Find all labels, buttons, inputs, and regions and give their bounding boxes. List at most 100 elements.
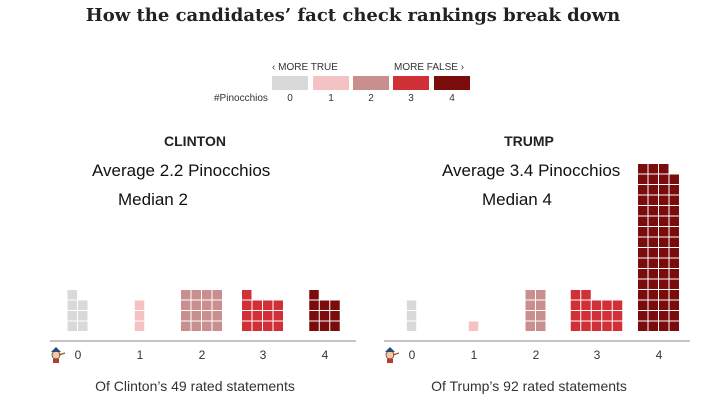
waffle-square xyxy=(602,300,612,310)
waffle-square xyxy=(581,290,591,300)
legend-level-4: 4 xyxy=(449,93,455,104)
bar-0 xyxy=(67,290,88,331)
waffle-square xyxy=(581,321,591,331)
x-tick-label: 4 xyxy=(656,348,663,362)
waffle-square xyxy=(134,321,145,331)
waffle-square xyxy=(638,185,648,195)
waffle-square xyxy=(330,311,340,321)
waffle-square xyxy=(638,164,648,174)
waffle-square xyxy=(181,290,191,300)
legend-swatch-0 xyxy=(272,76,308,90)
bar-1 xyxy=(468,321,479,331)
bar-3 xyxy=(242,290,283,331)
bar-2 xyxy=(181,290,222,331)
waffle-square xyxy=(669,311,679,321)
legend-swatch-4 xyxy=(434,76,470,90)
waffle-square xyxy=(330,300,340,310)
waffle-square xyxy=(659,248,669,258)
legend-more-false: MORE FALSE › xyxy=(394,62,464,73)
average-stat: Average 3.4 Pinocchios xyxy=(442,161,621,180)
waffle-square xyxy=(525,300,535,310)
waffle-square xyxy=(263,311,273,321)
waffle-square xyxy=(212,290,222,300)
waffle-square xyxy=(648,164,658,174)
waffle-square xyxy=(659,206,669,216)
waffle-square xyxy=(406,300,417,310)
bar-3 xyxy=(570,290,623,331)
legend-level-1: 1 xyxy=(328,93,334,104)
legend-more-false-label: MORE FALSE xyxy=(394,62,458,73)
waffle-square xyxy=(648,321,658,331)
legend-more-true-label: MORE TRUE xyxy=(278,62,338,73)
waffle-square xyxy=(212,311,222,321)
waffle-square xyxy=(669,321,679,331)
waffle-square xyxy=(406,321,417,331)
waffle-square xyxy=(191,290,201,300)
waffle-square xyxy=(648,258,658,268)
waffle-square xyxy=(638,174,648,184)
waffle-square xyxy=(67,290,77,300)
legend-level-0: 0 xyxy=(287,93,293,104)
waffle-square xyxy=(659,321,669,331)
waffle-square xyxy=(242,300,252,310)
waffle-square xyxy=(536,300,546,310)
x-tick-label: 1 xyxy=(471,348,478,362)
waffle-square xyxy=(536,321,546,331)
legend-swatch-3 xyxy=(393,76,429,90)
waffle-square xyxy=(669,185,679,195)
waffle-square xyxy=(638,216,648,226)
waffle-square xyxy=(78,321,88,331)
clinton-panel: CLINTON Average 2.2 Pinocchios Median 2 … xyxy=(30,0,360,406)
candidate-name: TRUMP xyxy=(504,133,554,149)
waffle-square xyxy=(134,300,145,310)
waffle-square xyxy=(525,321,535,331)
waffle-square xyxy=(78,311,88,321)
waffle-square xyxy=(648,290,658,300)
waffle-square xyxy=(638,321,648,331)
x-tick-label: 4 xyxy=(322,348,329,362)
waffle-square xyxy=(319,321,330,331)
waffle-square xyxy=(570,321,581,331)
waffle-square xyxy=(638,227,648,237)
waffle-square xyxy=(252,321,262,331)
waffle-square xyxy=(669,248,679,258)
waffle-square xyxy=(648,237,658,247)
waffle-square xyxy=(181,311,191,321)
waffle-square xyxy=(659,174,669,184)
waffle-square xyxy=(638,206,648,216)
waffle-square xyxy=(202,290,212,300)
waffle-square xyxy=(319,300,330,310)
waffle-square xyxy=(602,311,612,321)
waffle-square xyxy=(319,311,330,321)
waffle-square xyxy=(212,321,222,331)
waffle-square xyxy=(659,237,669,247)
waffle-square xyxy=(669,216,679,226)
waffle-chart: 0 1 2 3 4 xyxy=(50,290,356,363)
waffle-square xyxy=(570,290,581,300)
waffle-square xyxy=(669,237,679,247)
median-stat: Median 4 xyxy=(482,190,552,209)
waffle-square xyxy=(536,311,546,321)
bar-2 xyxy=(525,290,546,331)
waffle-square xyxy=(638,237,648,247)
chevron-right-icon: › xyxy=(460,62,465,73)
waffle-square xyxy=(669,227,679,237)
waffle-square xyxy=(309,300,319,310)
chart-title: How the candidates’ fact check rankings … xyxy=(85,5,621,26)
waffle-square xyxy=(570,311,581,321)
waffle-square xyxy=(309,321,319,331)
waffle-square xyxy=(648,216,658,226)
waffle-square xyxy=(638,195,648,205)
waffle-square xyxy=(669,206,679,216)
waffle-square xyxy=(191,321,201,331)
waffle-square xyxy=(648,300,658,310)
waffle-square xyxy=(659,279,669,289)
waffle-square xyxy=(669,279,679,289)
waffle-square xyxy=(181,300,191,310)
waffle-square xyxy=(202,321,212,331)
waffle-square xyxy=(669,195,679,205)
waffle-square xyxy=(638,279,648,289)
waffle-square xyxy=(659,164,669,174)
chart-caption: Of Clinton’s 49 rated statements xyxy=(95,378,295,394)
waffle-square xyxy=(648,185,658,195)
